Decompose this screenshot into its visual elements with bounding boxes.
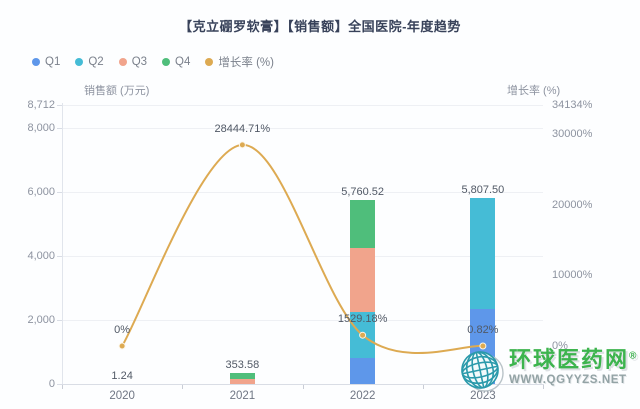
growth-rate-label: 28444.71% <box>214 122 271 135</box>
x-axis-tick-mark <box>422 385 424 389</box>
growth-rate-label: 0.82% <box>467 323 499 336</box>
left-axis-line <box>62 103 63 385</box>
legend-item-[interactable]: 增长率 (%) <box>205 54 274 70</box>
left-axis-tick-label: 2,000 <box>27 313 55 326</box>
growth-rate-point-2021[interactable] <box>238 141 246 149</box>
legend-label: Q1 <box>45 56 61 68</box>
left-axis-tick-mark <box>57 384 62 385</box>
x-axis-tick-mark <box>62 385 63 389</box>
grid-line <box>62 127 543 129</box>
right-axis-title: 增长率 (%) <box>507 85 561 97</box>
growth-rate-label: 1529.18% <box>337 313 388 326</box>
left-axis-tick-mark <box>57 319 62 321</box>
right-axis-tick-label: 30000% <box>552 127 593 140</box>
left-axis-tick-label: 0 <box>48 378 55 390</box>
x-axis-tick-mark <box>182 385 184 389</box>
globe-icon <box>461 351 504 392</box>
legend-item-q3[interactable]: Q3 <box>118 56 148 68</box>
left-axis-tick-label: 8,712 <box>27 99 55 111</box>
watermark-site-name: 环球医药网® <box>509 347 637 372</box>
legend-dot-icon <box>118 58 127 66</box>
watermark-site-url: WWW.QGYYZS.NET <box>509 374 627 387</box>
legend: Q1 Q2 Q3 Q4 增长率 (%) <box>32 54 274 70</box>
legend-label: Q4 <box>175 56 191 68</box>
registered-mark: ® <box>629 350 637 362</box>
legend-dot-icon <box>162 58 171 66</box>
bar-total-label: 353.58 <box>225 358 260 371</box>
growth-rate-point-2020[interactable] <box>118 342 126 350</box>
bottom-axis-line <box>62 384 544 385</box>
right-axis-tick-label: 34134% <box>552 98 593 111</box>
growth-rate-label: 0% <box>114 324 131 336</box>
bar-total-label: 1.24 <box>111 369 133 382</box>
legend-label: Q3 <box>131 56 148 68</box>
legend-dot-icon <box>205 58 214 66</box>
legend-label: Q2 <box>88 56 104 68</box>
bar-segment-q3-2021[interactable] <box>229 378 255 384</box>
left-axis-tick-label: 4,000 <box>27 249 55 262</box>
left-axis-tick-label: 6,000 <box>27 185 55 198</box>
bar-segment-q2-2023[interactable] <box>470 198 496 310</box>
right-axis-tick-label: 10000% <box>552 269 593 282</box>
legend-item-q2[interactable]: Q2 <box>75 56 104 68</box>
x-axis-category-label: 2023 <box>470 390 496 402</box>
left-axis-tick-mark <box>57 191 62 193</box>
left-axis-tick-mark <box>57 105 62 106</box>
x-axis-tick-mark <box>302 385 304 389</box>
x-axis-category-label: 2021 <box>229 390 256 402</box>
bar-total-label: 5,760.52 <box>341 185 385 198</box>
x-axis-tick-mark <box>543 385 544 389</box>
x-axis-category-label: 2020 <box>109 390 135 402</box>
legend-item-q1[interactable]: Q1 <box>32 56 60 68</box>
left-axis-tick-label: 8,000 <box>27 121 55 134</box>
right-axis-tick-label: 20000% <box>552 198 593 211</box>
watermark: 环球医药网® WWW.QGYYZS.NET <box>458 347 637 396</box>
grid-line <box>62 105 543 106</box>
chart-title: 【克立硼罗软膏】【销售额】全国医院-年度趋势 <box>179 19 461 34</box>
bar-segment-q4-2022[interactable] <box>350 199 376 248</box>
legend-dot-icon <box>75 58 84 66</box>
left-axis-tick-mark <box>57 127 62 129</box>
bar-total-label: 5,807.50 <box>461 184 505 197</box>
left-axis-title: 销售额 (万元) <box>84 85 150 97</box>
bar-segment-q3-2022[interactable] <box>350 247 376 312</box>
bar-segment-q1-2022[interactable] <box>350 358 376 384</box>
watermark-text: 环球医药网® WWW.QGYYZS.NET <box>509 347 637 387</box>
left-axis-tick-mark <box>57 255 62 257</box>
growth-rate-line[interactable] <box>121 143 483 354</box>
legend-item-q4[interactable]: Q4 <box>162 56 190 68</box>
bar-segment-q4-2021[interactable] <box>229 372 255 379</box>
legend-label: 增长率 (%) <box>218 57 274 69</box>
right-axis-tick-label: 0% <box>552 340 568 352</box>
legend-dot-icon <box>32 58 40 66</box>
x-axis-category-label: 2022 <box>349 390 376 402</box>
